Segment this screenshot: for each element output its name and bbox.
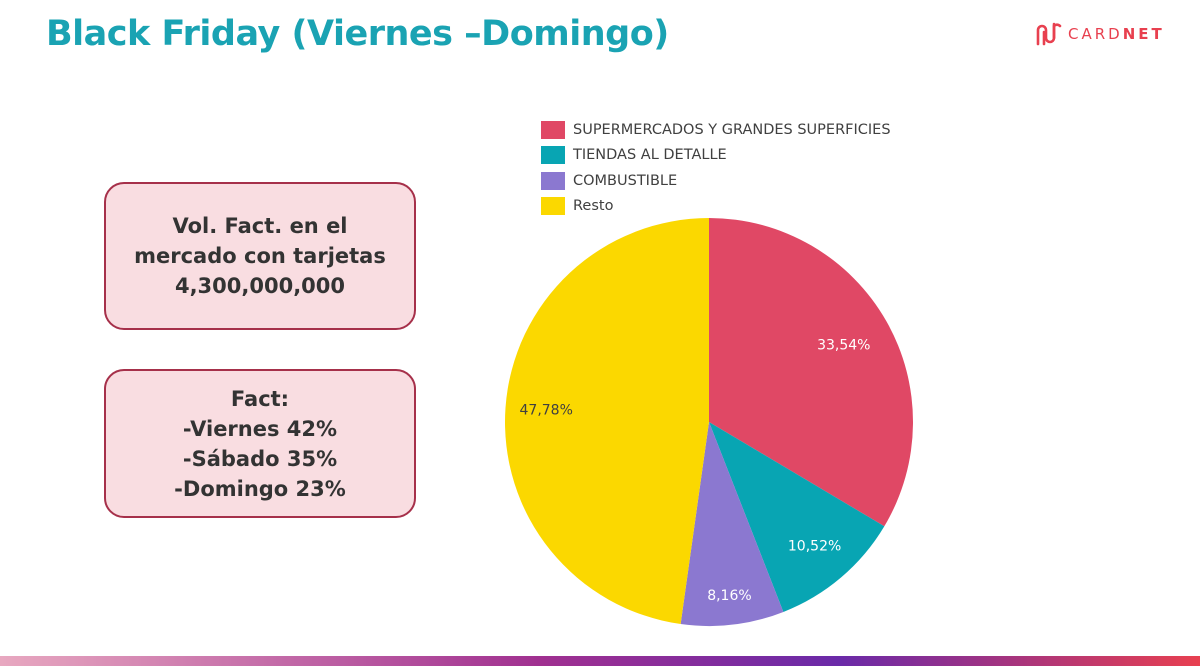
slice-data-label: 8,16% <box>707 588 751 604</box>
logo-text: CARDNET <box>1068 25 1165 43</box>
chart-legend: SUPERMERCADOS Y GRANDES SUPERFICIES TIEND… <box>541 117 891 219</box>
volume-box: Vol. Fact. en el mercado con tarjetas 4,… <box>104 182 416 330</box>
legend-label: TIENDAS AL DETALLE <box>573 147 727 164</box>
fact-heading: Fact: <box>230 386 290 411</box>
legend-swatch <box>541 120 565 139</box>
fact-box: Fact: -Viernes 42% -Sábado 35% -Domingo … <box>104 369 416 518</box>
bottom-accent-bar <box>0 656 1200 666</box>
legend-swatch <box>541 171 565 190</box>
legend-swatch <box>541 197 565 216</box>
legend-item: COMBUSTIBLE <box>541 168 891 194</box>
legend-label: Resto <box>573 198 614 215</box>
legend-item: SUPERMERCADOS Y GRANDES SUPERFICIES <box>541 117 891 143</box>
pie-chart: 33,54% 10,52% 8,16% 47,78% <box>504 218 913 626</box>
volume-line: Vol. Fact. en el <box>172 214 348 238</box>
cardnet-logo: CARDNET <box>1036 22 1165 46</box>
legend-item: TIENDAS AL DETALLE <box>541 143 891 169</box>
volume-line: mercado con tarjetas <box>134 244 386 268</box>
legend-label: SUPERMERCADOS Y GRANDES SUPERFICIES <box>573 121 891 138</box>
fact-line-sabado: -Sábado 35% <box>182 446 338 471</box>
pie-slice <box>680 422 784 626</box>
slide-title: Black Friday (Viernes –Domingo) <box>46 14 669 54</box>
pie-slice <box>709 422 885 612</box>
legend-item: Resto <box>541 194 891 220</box>
slice-data-label: 10,52% <box>788 538 841 554</box>
slice-data-label: 33,54% <box>817 337 870 353</box>
pie-slice <box>504 218 709 625</box>
cardnet-logo-icon <box>1036 22 1062 46</box>
volume-amount: 4,300,000,000 <box>174 274 346 298</box>
slice-data-label: 47,78% <box>520 403 573 419</box>
logo-text-light: CARD <box>1068 25 1123 43</box>
fact-line-domingo: -Domingo 23% <box>174 476 346 501</box>
logo-text-bold: NET <box>1122 25 1165 43</box>
pie-slice <box>709 218 913 527</box>
legend-swatch <box>541 146 565 165</box>
fact-line-viernes: -Viernes 42% <box>182 416 338 441</box>
legend-label: COMBUSTIBLE <box>573 172 678 189</box>
